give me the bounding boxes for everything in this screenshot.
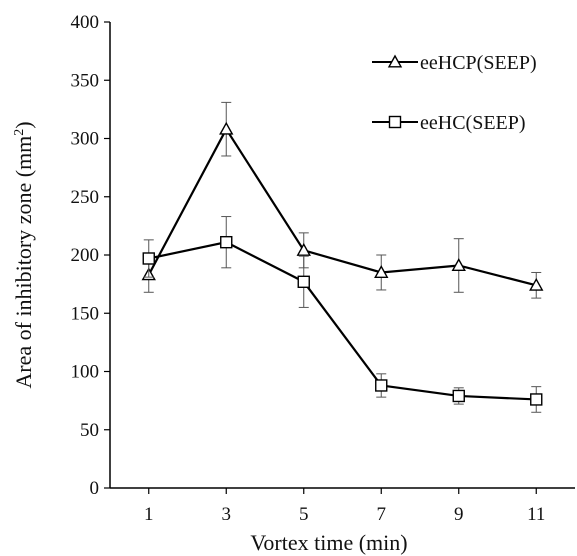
y-tick-label: 200 [71, 245, 100, 266]
x-axis: 1 3 5 7 9 11 [110, 487, 575, 525]
legend: eeHCP(SEEP) eeHC(SEEP) [372, 52, 537, 134]
data-point [374, 265, 389, 278]
legend-marker [388, 115, 402, 129]
x-tick-label: 11 [527, 504, 545, 525]
data-point [529, 277, 544, 291]
x-tick-label: 5 [299, 504, 309, 525]
y-tick-label: 50 [80, 420, 99, 441]
data-point [219, 121, 234, 135]
data-point [530, 393, 543, 406]
x-tick-label: 1 [144, 504, 154, 525]
legend-item: eeHC(SEEP) [372, 112, 526, 134]
plot-area [141, 101, 544, 413]
y-axis: 0 50 100 150 200 250 300 350 400 [71, 12, 111, 499]
data-point [451, 258, 466, 271]
y-tick-label: 150 [71, 303, 100, 324]
series-line [147, 127, 537, 287]
data-point [296, 242, 311, 256]
data-point [375, 379, 388, 392]
y-tick-label: 0 [90, 478, 100, 499]
x-tick-label: 3 [222, 504, 232, 525]
x-tick-label: 7 [377, 504, 387, 525]
y-tick-label: 100 [71, 362, 100, 383]
series-eehc [142, 216, 543, 413]
y-tick-label: 300 [71, 129, 100, 150]
legend-marker [387, 54, 403, 68]
y-tick-label: 350 [71, 70, 100, 91]
y-axis-title: Area of inhibitory zone (mm2) [11, 121, 36, 388]
data-point [452, 389, 465, 403]
legend-label: eeHCP(SEEP) [420, 52, 537, 74]
x-tick-label: 9 [454, 504, 464, 525]
data-point [142, 252, 155, 265]
series-line [148, 241, 537, 401]
y-tick-label: 250 [71, 187, 100, 208]
data-point [220, 235, 233, 249]
legend-label: eeHC(SEEP) [420, 112, 526, 134]
legend-item: eeHCP(SEEP) [372, 52, 537, 74]
y-tick-label: 400 [71, 12, 100, 33]
x-axis-title: Vortex time (min) [250, 530, 407, 555]
data-point [297, 275, 310, 288]
